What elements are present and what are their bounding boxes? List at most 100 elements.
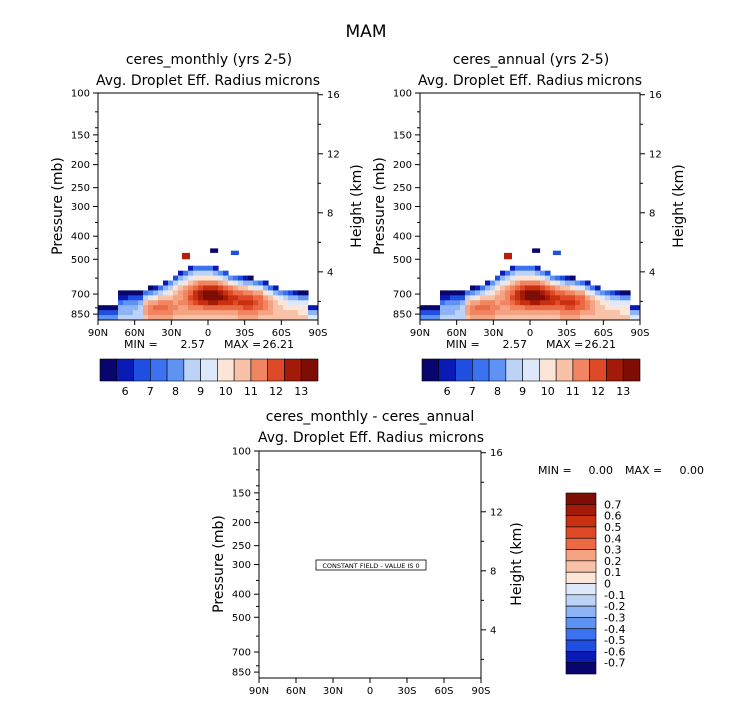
- monthly-field-cell: [208, 285, 214, 291]
- annual-field-cell: [520, 285, 526, 291]
- monthly-field-cell: [278, 305, 284, 311]
- monthly-field-cell: [188, 295, 194, 301]
- annual-field-cell: [580, 280, 586, 287]
- panel-annual-variable: Avg. Droplet Eff. Radius: [418, 73, 583, 89]
- monthly-field-cell: [263, 305, 269, 311]
- annual-colorbar-box: [589, 358, 607, 382]
- monthly-field-cell: [98, 315, 104, 320]
- monthly-field-cell: [183, 300, 189, 306]
- annual-field-cell: [540, 300, 546, 306]
- annual-field-cell: [480, 310, 486, 316]
- annual-field-cell: [435, 305, 441, 311]
- annual-field-cell: [460, 290, 466, 296]
- monthly-field-cell: [208, 280, 214, 287]
- annual-field-cell: [540, 315, 546, 320]
- panel-annual-ylabel-right: Height (km): [671, 164, 687, 247]
- annual-field-cell: [610, 315, 616, 320]
- annual-field-cell: [440, 295, 446, 301]
- monthly-field-cell: [143, 295, 149, 301]
- monthly-colorbar-box: [217, 358, 235, 382]
- difference-colorbar-box: [565, 628, 597, 641]
- monthly-field-cell: [233, 285, 239, 291]
- difference-rtick-label: 4: [490, 625, 496, 636]
- annual-ytick-label: 400: [393, 232, 412, 243]
- monthly-field-cell: [228, 295, 234, 301]
- annual-field-cell: [545, 270, 551, 277]
- annual-field-cell: [570, 275, 576, 282]
- monthly-field-cell: [253, 290, 259, 296]
- monthly-field-cell: [153, 290, 159, 296]
- annual-field-cell: [510, 300, 516, 306]
- annual-field-cell: [520, 270, 526, 277]
- annual-field-cell: [425, 315, 431, 320]
- monthly-field-cell: [193, 305, 199, 311]
- annual-field-cell: [475, 295, 481, 301]
- monthly-field-cell: [158, 300, 164, 306]
- monthly-ytick-label: 100: [71, 89, 90, 100]
- annual-field-cell: [475, 285, 481, 291]
- monthly-field-cell: [278, 310, 284, 316]
- annual-colorbar-label: 13: [616, 385, 630, 398]
- annual-field-cell: [580, 300, 586, 306]
- monthly-field-cell: [303, 295, 309, 301]
- difference-ytick-label: 500: [232, 613, 251, 624]
- annual-field-cell: [560, 295, 566, 301]
- panel-annual-units: microns: [587, 73, 642, 89]
- monthly-field-cell: [303, 315, 309, 320]
- difference-colorbar-label: 0: [604, 578, 611, 591]
- monthly-field-cell: [268, 300, 274, 306]
- monthly-field-cell: [168, 280, 174, 287]
- monthly-field-cell: [113, 310, 119, 316]
- monthly-colorbar-label: 8: [172, 385, 179, 398]
- difference-colorbar-box: [565, 492, 597, 505]
- annual-xtick-label: 90N: [410, 328, 430, 339]
- annual-field-cell: [430, 315, 436, 320]
- monthly-field-cell: [293, 315, 299, 320]
- annual-colorbar-box: [438, 358, 456, 382]
- monthly-field-cell: [203, 285, 209, 291]
- monthly-field-cell: [118, 295, 124, 301]
- difference-colorbar-label: -0.1: [604, 589, 625, 602]
- panel-annual-max-label: MAX =: [546, 338, 583, 351]
- monthly-field-cell: [218, 295, 224, 301]
- annual-field-cell: [610, 300, 616, 306]
- monthly-field-cell: [218, 290, 224, 296]
- annual-field-cell: [565, 295, 571, 301]
- annual-field-cell: [560, 310, 566, 316]
- difference-colorbar-label: 0.7: [604, 498, 622, 511]
- monthly-field-cell: [258, 315, 264, 320]
- monthly-xtick-label: 60S: [272, 328, 291, 339]
- annual-field-cell: [540, 280, 546, 287]
- panel-difference-ylabel-right: Height (km): [509, 522, 525, 605]
- monthly-field-cell: [193, 265, 199, 272]
- monthly-field-cell: [233, 305, 239, 311]
- annual-field-cell: [450, 300, 456, 306]
- difference-colorbar-label: 0.2: [604, 555, 622, 568]
- monthly-field-cell: [168, 295, 174, 301]
- monthly-field-cell: [218, 275, 224, 282]
- annual-field-cell: [420, 305, 426, 311]
- annual-field-cell: [435, 315, 441, 320]
- monthly-field-cell: [128, 300, 134, 306]
- monthly-field-cell: [233, 275, 239, 282]
- monthly-field-cell: [253, 305, 259, 311]
- monthly-field-cell: [183, 290, 189, 296]
- annual-field-cell: [580, 285, 586, 291]
- annual-field-cell: [555, 285, 561, 291]
- monthly-ytick-label: 150: [71, 130, 90, 141]
- annual-field-cell: [570, 295, 576, 301]
- annual-field-cell: [610, 305, 616, 311]
- panel-difference-units: microns: [429, 430, 484, 446]
- monthly-field-cell: [268, 290, 274, 296]
- annual-field-cell: [555, 310, 561, 316]
- monthly-field-cell: [203, 290, 209, 296]
- annual-ytick-label: 200: [393, 160, 412, 171]
- annual-field-cell: [505, 295, 511, 301]
- annual-field-cell: [520, 305, 526, 311]
- annual-colorbar-box: [622, 358, 641, 382]
- monthly-field-cell: [228, 290, 234, 296]
- monthly-field-cell: [108, 305, 114, 311]
- annual-colorbar-box: [472, 358, 490, 382]
- monthly-field-cell: [248, 295, 254, 301]
